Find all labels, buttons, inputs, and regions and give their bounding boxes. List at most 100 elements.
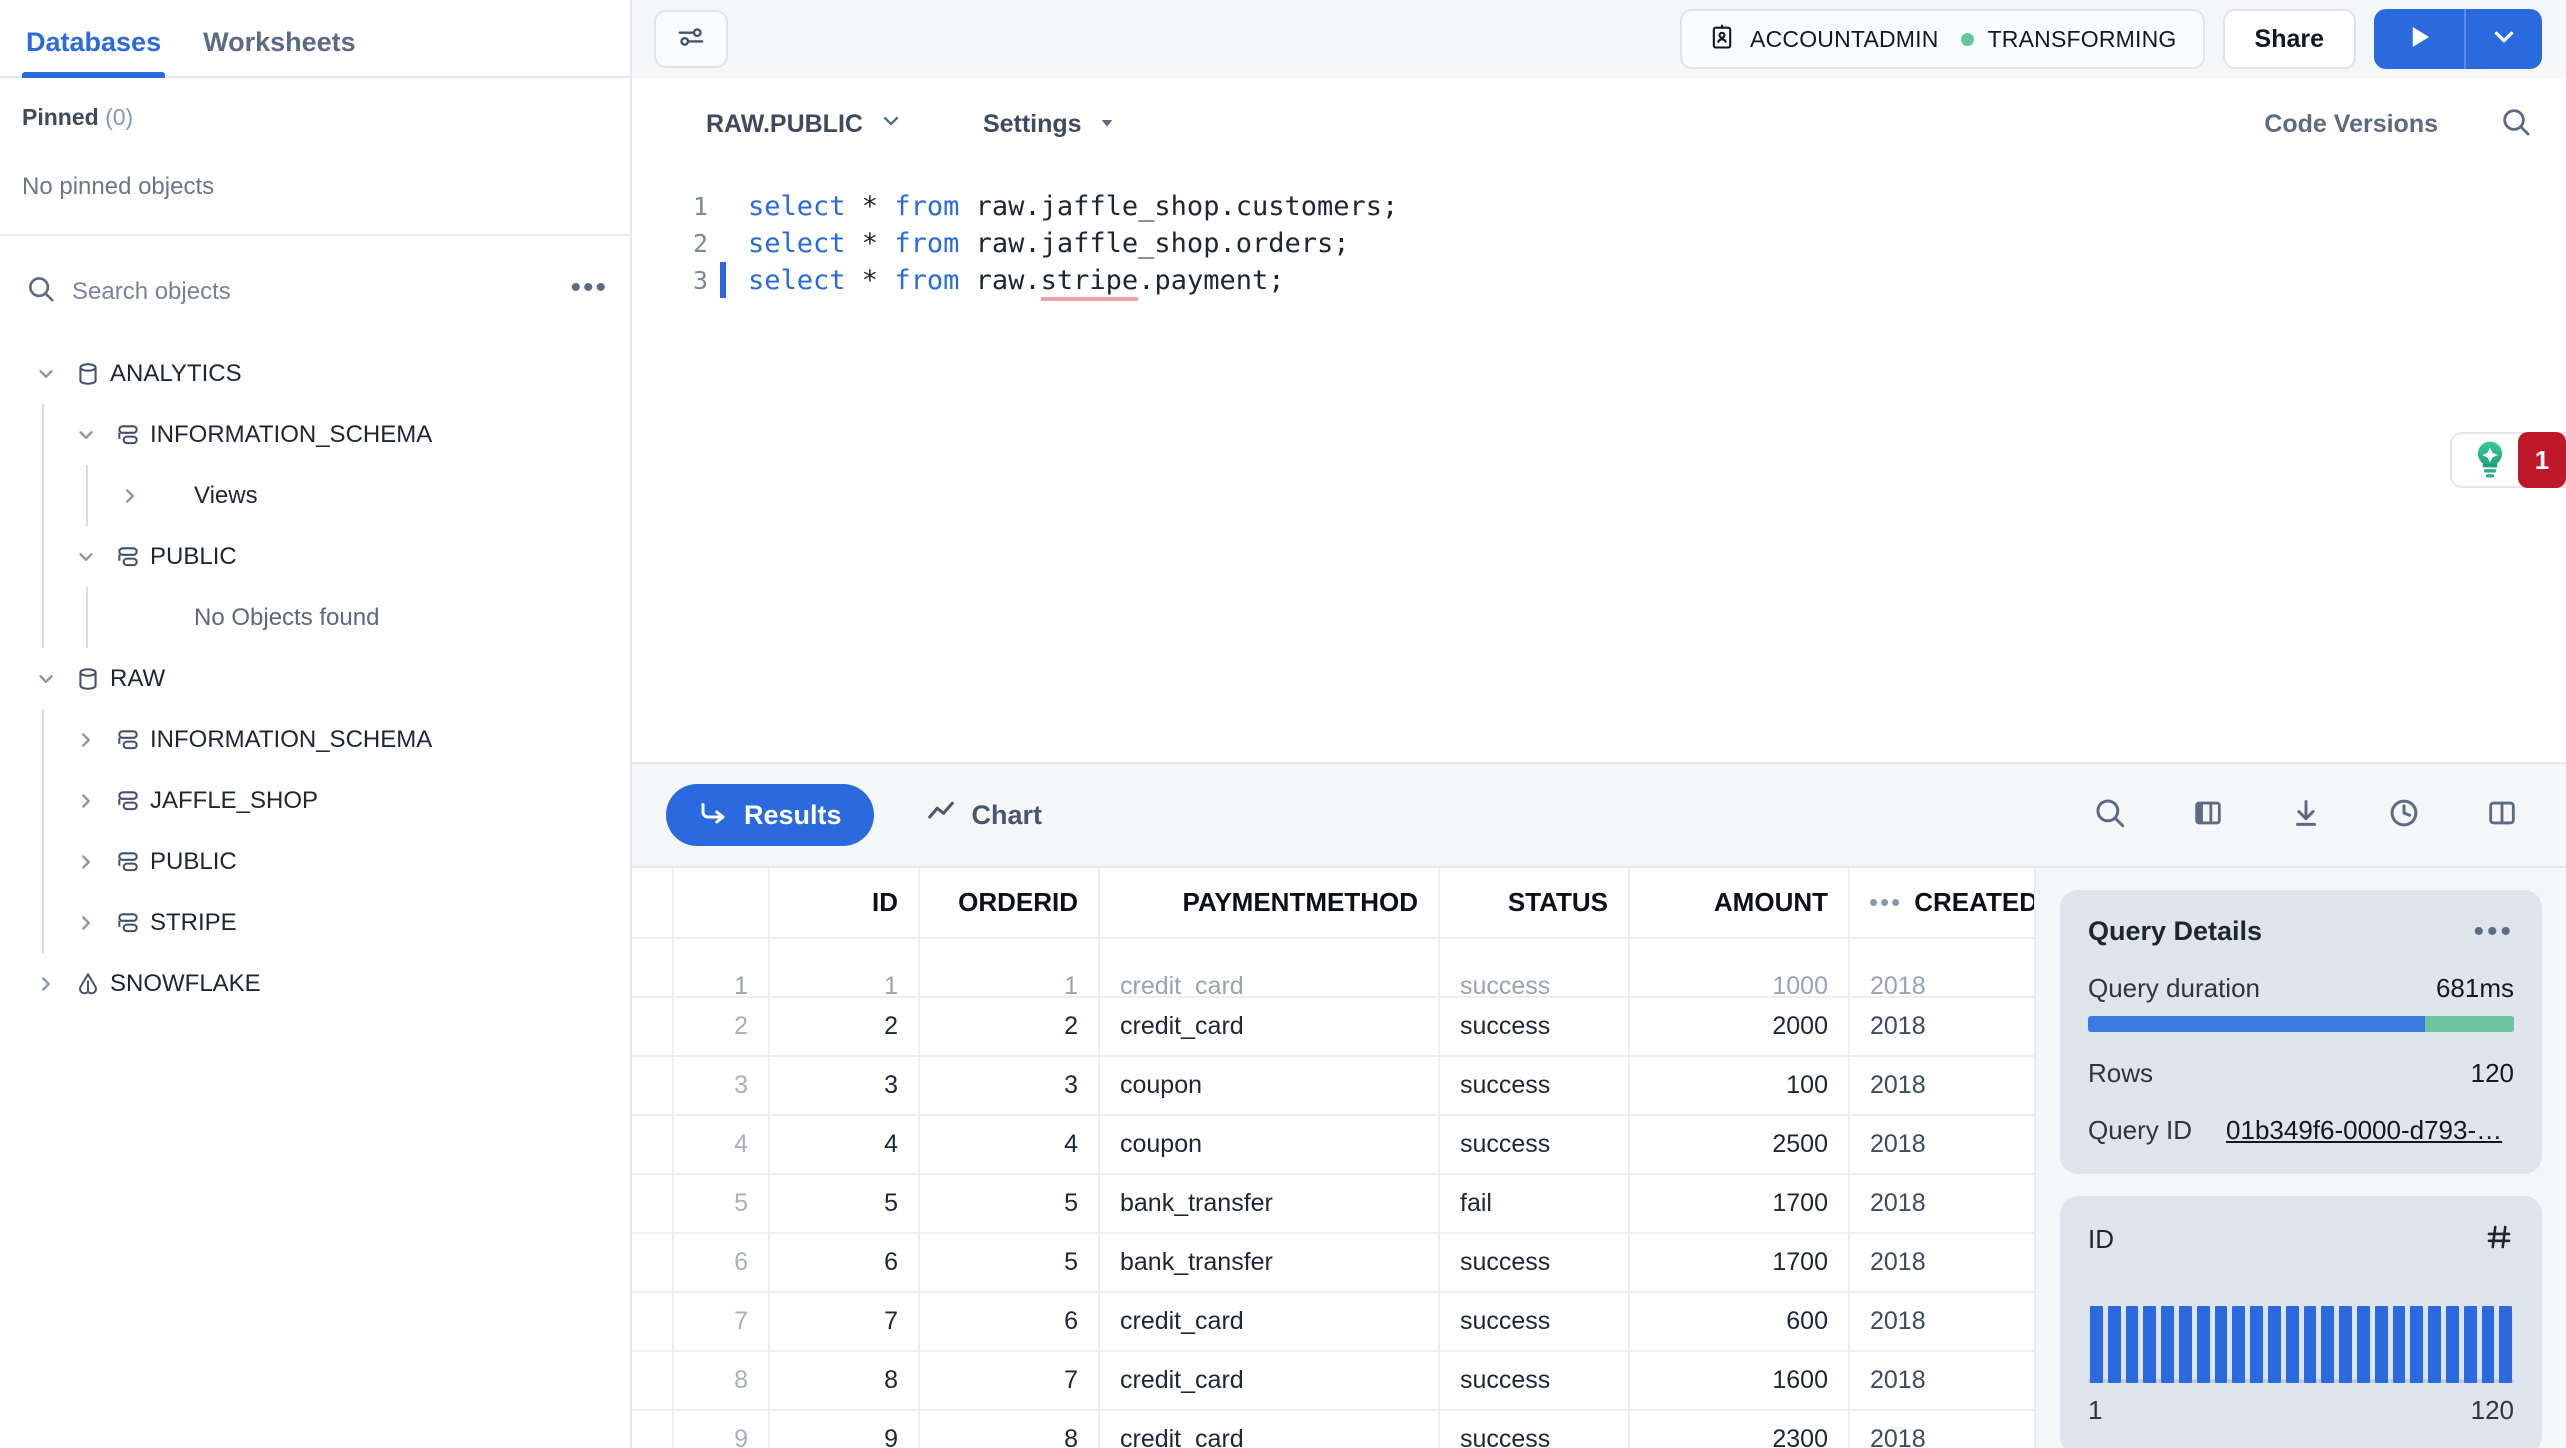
cell-amount[interactable]: 1600 [1629,1351,1850,1411]
cell-id[interactable]: 2 [769,997,920,1057]
cell-paymentmethod[interactable]: coupon [1099,1056,1440,1116]
cell-paymentmethod[interactable]: credit_card [1099,1410,1440,1448]
tree-item-raw-information-schema[interactable]: INFORMATION_SCHEMA [0,709,630,770]
table-row[interactable]: 2 2 2 credit_card success 2000 2018 [632,997,2034,1057]
tree-item-raw-public[interactable]: PUBLIC [0,831,630,892]
table-row[interactable]: 5 5 5 bank_transfer fail 1700 2018 [632,1174,2034,1234]
column-header-amount[interactable]: AMOUNT [1629,868,1850,939]
cell-paymentmethod[interactable]: credit_card [1099,1351,1440,1411]
row-select-cell[interactable] [632,938,674,998]
row-select-cell[interactable] [632,1174,674,1234]
query-history-button[interactable] [2374,785,2434,845]
tree-item-analytics-information-schema[interactable]: INFORMATION_SCHEMA [0,404,630,465]
sql-editor[interactable]: 1 2 3 select * from raw.jaffle_shop.cust… [632,170,2566,762]
cell-created[interactable]: 2018 [1849,1292,2034,1352]
results-download-button[interactable] [2276,785,2336,845]
query-details-more-icon[interactable]: ••• [2473,914,2514,948]
cell-created[interactable]: 2018 [1849,1351,2034,1411]
role-warehouse-selector[interactable]: ACCOUNTADMIN TRANSFORMING [1680,9,2205,69]
cell-paymentmethod[interactable]: bank_transfer [1099,1233,1440,1293]
table-row[interactable]: 3 3 3 coupon success 100 2018 [632,1056,2034,1116]
chevron-right-icon[interactable] [66,729,106,751]
cell-orderid[interactable]: 5 [919,1174,1100,1234]
cell-status[interactable]: success [1439,1115,1630,1175]
row-select-cell[interactable] [632,1292,674,1352]
chevron-down-icon[interactable] [66,424,106,446]
cell-id[interactable]: 3 [769,1056,920,1116]
query-id-value[interactable]: 01b349f6-0000-d793-… [2226,1115,2503,1145]
cell-orderid[interactable]: 8 [919,1410,1100,1448]
code-lines[interactable]: select * from raw.jaffle_shop.customers;… [720,188,2566,301]
sidebar-more-icon[interactable]: ••• [570,270,608,304]
editor-hint-chip[interactable]: 1 [2450,432,2566,488]
chevron-right-icon[interactable] [66,851,106,873]
cell-orderid[interactable]: 7 [919,1351,1100,1411]
chevron-down-icon[interactable] [26,363,66,385]
tab-worksheets[interactable]: Worksheets [203,27,356,57]
cell-amount[interactable]: 1700 [1629,1174,1850,1234]
tree-item-views[interactable]: Views [0,465,630,526]
editor-search-button[interactable] [2500,106,2532,143]
tree-item-raw[interactable]: RAW [0,648,630,709]
row-select-cell[interactable] [632,997,674,1057]
row-select-cell[interactable] [632,1410,674,1448]
row-select-cell[interactable] [632,1351,674,1411]
cell-orderid[interactable]: 3 [919,1056,1100,1116]
chevron-right-icon[interactable] [110,485,150,507]
tree-item-raw-stripe[interactable]: STRIPE [0,892,630,953]
tree-item-snowflake[interactable]: SNOWFLAKE [0,953,630,1014]
column-overflow-icon[interactable]: ••• [1868,887,1903,917]
cell-paymentmethod[interactable]: credit_card [1099,997,1440,1057]
run-button[interactable] [2374,9,2464,69]
cell-status[interactable]: success [1439,1292,1630,1352]
column-header-id[interactable]: ID [769,868,920,939]
row-select-cell[interactable] [632,1233,674,1293]
cell-created[interactable]: 2018 [1849,997,2034,1057]
cell-status[interactable]: success [1439,938,1630,998]
settings-menu[interactable]: Settings [969,100,1130,149]
cell-status[interactable]: success [1439,1233,1630,1293]
cell-orderid[interactable]: 1 [919,938,1100,998]
table-row[interactable]: 4 4 4 coupon success 2500 2018 [632,1115,2034,1175]
tab-results[interactable]: Results [666,784,874,846]
row-select-cell[interactable] [632,1115,674,1175]
column-header-orderid[interactable]: ORDERID [919,868,1100,939]
cell-orderid[interactable]: 4 [919,1115,1100,1175]
cell-created[interactable]: 2018 [1849,1410,2034,1448]
cell-id[interactable]: 7 [769,1292,920,1352]
share-button[interactable]: Share [2222,9,2356,69]
cell-status[interactable]: success [1439,997,1630,1057]
cell-created[interactable]: 2018 [1849,1233,2034,1293]
tree-item-analytics[interactable]: ANALYTICS [0,343,630,404]
cell-created[interactable]: 2018 [1849,1115,2034,1175]
cell-created[interactable]: 2018 [1849,1174,2034,1234]
results-search-button[interactable] [2080,785,2140,845]
cell-amount[interactable]: 1700 [1629,1233,1850,1293]
select-all-header[interactable] [632,868,674,939]
cell-orderid[interactable]: 6 [919,1292,1100,1352]
cell-amount[interactable]: 2300 [1629,1410,1850,1448]
cell-orderid[interactable]: 5 [919,1233,1100,1293]
cell-paymentmethod[interactable]: credit_card [1099,938,1440,998]
cell-status[interactable]: success [1439,1351,1630,1411]
table-row[interactable]: 7 7 6 credit_card success 600 2018 [632,1292,2034,1352]
results-grid[interactable]: ID ORDERID PAYMENTMETHOD STATUS AMOUNT •… [632,868,2036,1448]
run-options-button[interactable] [2466,9,2542,69]
tab-chart[interactable]: Chart [894,784,1075,846]
column-header-status[interactable]: STATUS [1439,868,1630,939]
cell-amount[interactable]: 100 [1629,1056,1850,1116]
cell-amount[interactable]: 2500 [1629,1115,1850,1175]
error-count-badge[interactable]: 1 [2518,432,2566,488]
table-row[interactable]: 8 8 7 credit_card success 1600 2018 [632,1351,2034,1411]
chevron-right-icon[interactable] [26,973,66,995]
cell-status[interactable]: success [1439,1056,1630,1116]
split-pane-button[interactable] [2472,785,2532,845]
cell-id[interactable]: 4 [769,1115,920,1175]
code-versions-button[interactable]: Code Versions [2264,109,2438,138]
chevron-down-icon[interactable] [26,668,66,690]
table-row[interactable]: 6 6 5 bank_transfer success 1700 2018 [632,1233,2034,1293]
cell-id[interactable]: 5 [769,1174,920,1234]
cell-id[interactable]: 8 [769,1351,920,1411]
cell-created[interactable]: 2018 [1849,938,2034,998]
tree-item-analytics-public[interactable]: PUBLIC [0,526,630,587]
